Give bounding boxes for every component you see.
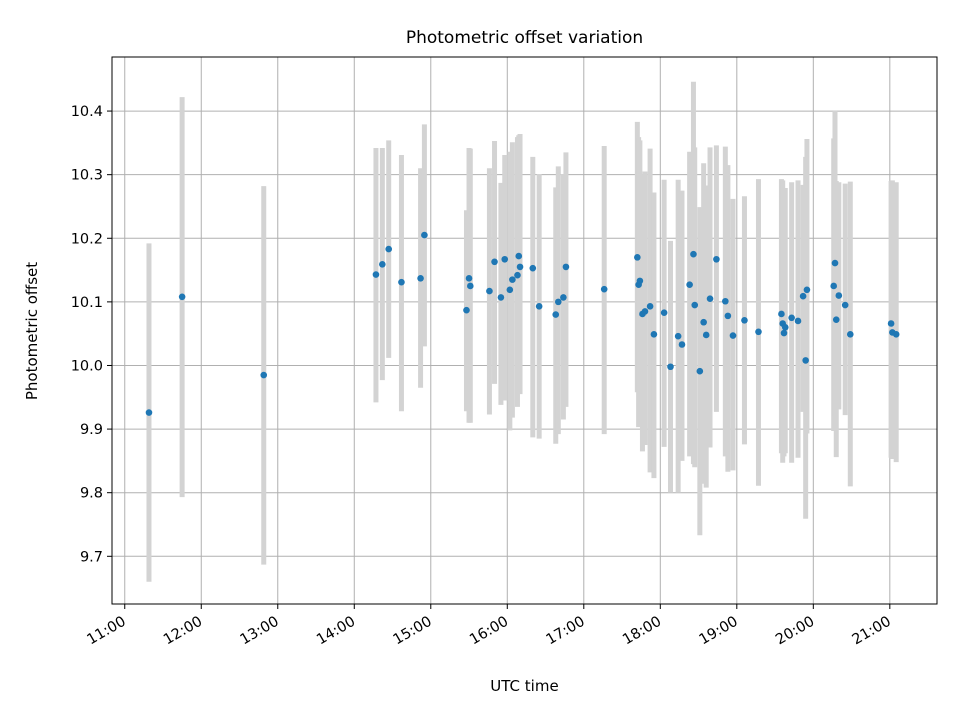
y-tick-label: 9.8 [80, 486, 103, 502]
data-point [667, 363, 674, 371]
data-point [385, 245, 393, 253]
data-point [778, 310, 785, 318]
data-point [554, 298, 562, 306]
data-point [830, 282, 838, 290]
data-point [491, 258, 498, 266]
data-point [463, 306, 470, 314]
data-point [650, 331, 658, 338]
data-point [892, 331, 900, 338]
data-point [562, 263, 570, 271]
y-axis-ticks: 9.7 9.8 9.9 10.0 10.1 10.2 10.3 10.4 [71, 104, 112, 565]
y-tick-label: 10.0 [71, 358, 103, 374]
data-point [552, 311, 560, 318]
data-point [660, 309, 668, 316]
data-point [486, 287, 493, 295]
data-point [700, 318, 707, 326]
data-point [372, 271, 380, 278]
data-point [696, 367, 704, 375]
data-point [674, 332, 682, 340]
data-point [535, 303, 543, 310]
data-point [497, 294, 505, 301]
data-points [145, 231, 900, 416]
y-axis-label: Photometric offset [23, 262, 41, 400]
y-tick-label: 9.7 [80, 549, 103, 565]
data-point [515, 252, 523, 260]
data-point [780, 329, 788, 337]
data-point [260, 371, 268, 379]
data-point [702, 331, 710, 339]
plot-frame [111, 56, 938, 605]
data-point [178, 293, 186, 301]
data-point [560, 294, 567, 301]
data-point [799, 292, 807, 300]
data-point [729, 332, 737, 339]
data-point [600, 285, 608, 293]
data-point [794, 317, 802, 325]
data-point [706, 295, 714, 302]
data-point [678, 341, 686, 348]
data-point [636, 277, 644, 285]
data-point [417, 275, 424, 282]
data-point [713, 255, 720, 263]
data-point [516, 263, 524, 271]
data-point [529, 264, 537, 272]
data-point [788, 314, 795, 322]
data-point [741, 317, 748, 324]
y-tick-label: 10.1 [71, 295, 103, 311]
y-tick-label: 10.2 [71, 231, 103, 247]
data-point [803, 286, 811, 294]
chart-title: Photometric offset variation [406, 28, 643, 48]
data-point [831, 259, 839, 267]
data-point [832, 316, 840, 323]
data-point [781, 324, 789, 331]
data-point [887, 320, 895, 327]
y-tick-label: 10.3 [71, 168, 103, 184]
data-point [145, 409, 153, 416]
data-point [691, 301, 699, 309]
data-point [835, 292, 843, 299]
data-point [398, 278, 405, 286]
y-tick-label: 9.9 [80, 422, 103, 438]
data-point [465, 275, 473, 282]
data-point [421, 231, 428, 239]
x-axis-label: UTC time [490, 677, 558, 695]
data-point [506, 286, 514, 294]
data-point [379, 261, 386, 268]
data-point [501, 255, 509, 263]
data-point [690, 250, 697, 258]
data-point [724, 312, 732, 320]
data-point [802, 357, 809, 364]
data-point [509, 276, 516, 283]
data-point [841, 301, 849, 309]
data-point [646, 303, 654, 310]
data-point [755, 328, 762, 336]
data-point [634, 254, 641, 261]
y-tick-label: 10.4 [71, 104, 103, 120]
data-point [686, 281, 693, 289]
data-point [641, 308, 649, 315]
data-point [846, 331, 854, 338]
data-point [467, 282, 474, 290]
data-point [514, 271, 521, 279]
data-point [722, 297, 729, 305]
